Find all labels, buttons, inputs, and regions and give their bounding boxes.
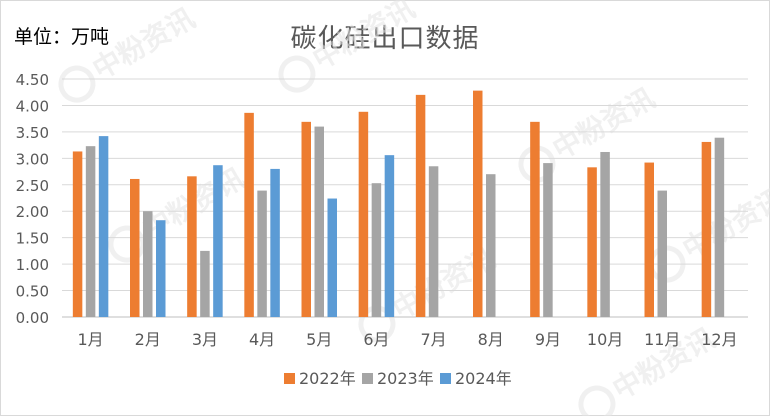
x-tick-label: 7月 [420, 330, 446, 349]
legend-swatch [440, 373, 451, 384]
x-tick-label: 5月 [306, 330, 332, 349]
x-tick-label: 3月 [192, 330, 218, 349]
y-tick-label: 2.50 [16, 177, 49, 195]
bar-2022年-11月 [644, 162, 654, 317]
y-tick-label: 4.50 [16, 71, 49, 89]
bar-2022年-1月 [72, 151, 83, 317]
y-tick-label: 2.00 [16, 203, 49, 221]
bar-2023年-10月 [600, 151, 610, 317]
bar-2023年-6月 [371, 183, 382, 317]
bar-2023年-12月 [714, 137, 725, 317]
bar-2022年-5月 [301, 121, 311, 317]
bar-2022年-3月 [187, 176, 197, 317]
y-tick-label: 4.00 [16, 97, 49, 115]
x-tick-label: 4月 [249, 330, 275, 349]
x-tick-label: 10月 [587, 330, 623, 349]
bar-2022年-7月 [415, 94, 426, 317]
bar-2022年-12月 [701, 141, 712, 317]
x-tick-label: 11月 [644, 330, 680, 349]
y-axis-ticks: 0.00 0.50 1.00 1.50 2.00 2.50 3.00 3.50 4.00 4.50 [16, 71, 49, 327]
bar-2023年-4月 [257, 190, 267, 317]
bar-2022年-4月 [244, 112, 254, 317]
x-tick-label: 12月 [701, 330, 737, 349]
bar-2022年-9月 [530, 121, 540, 317]
y-tick-label: 0.00 [16, 309, 49, 327]
y-tick-label: 1.00 [16, 256, 49, 274]
legend-label: 2023年 [377, 369, 434, 388]
legend-swatch [284, 373, 295, 384]
y-tick-label: 0.50 [16, 283, 49, 301]
y-tick-label: 1.50 [16, 230, 49, 248]
watermark: 中粉资讯 [108, 161, 251, 263]
x-axis-ticks: 1月 2月 3月 4月 5月 6月 7月 8月 9月 10月 11月 12月 [77, 330, 737, 349]
bar-2023年-9月 [543, 163, 553, 317]
bar-2023年-8月 [486, 174, 496, 317]
x-tick-label: 9月 [535, 330, 561, 349]
bar-2023年-3月 [200, 250, 210, 317]
bar-2022年-6月 [358, 111, 369, 318]
legend-label: 2022年 [299, 369, 356, 388]
x-tick-label: 2月 [135, 330, 161, 349]
x-tick-label: 6月 [363, 330, 389, 349]
x-tick-label: 8月 [478, 330, 504, 349]
bar-2024年-3月 [213, 165, 223, 317]
bar-2023年-1月 [85, 146, 96, 317]
watermark-text: 中粉资讯 [87, 1, 201, 86]
bar-2022年-10月 [587, 167, 597, 317]
bar-2024年-6月 [384, 155, 395, 317]
legend: 2022年 2023年 2024年 [284, 369, 512, 388]
bar-2024年-5月 [327, 198, 337, 317]
watermark-text: 中粉资讯 [387, 241, 501, 326]
bar-2023年-2月 [143, 211, 153, 317]
gridlines [62, 78, 748, 318]
bar-2023年-7月 [428, 166, 439, 317]
watermark: 中粉资讯 [278, 0, 421, 93]
y-tick-label: 3.50 [16, 124, 49, 142]
unit-label: 单位：万吨 [14, 26, 110, 48]
watermark-text: 中粉资讯 [307, 0, 421, 76]
bar-2023年-11月 [657, 190, 667, 317]
watermark: 中粉资讯 [58, 1, 201, 103]
chart-title: 碳化硅出口数据 [290, 24, 480, 54]
y-tick-label: 3.00 [16, 150, 49, 168]
bar-2022年-8月 [473, 90, 483, 317]
bar-2024年-2月 [156, 220, 166, 317]
bar-2024年-1月 [98, 136, 109, 317]
bar-2024年-4月 [270, 168, 280, 317]
legend-swatch [362, 373, 373, 384]
legend-label: 2024年 [455, 369, 512, 388]
x-tick-label: 1月 [77, 330, 103, 349]
bar-2023年-5月 [314, 126, 324, 317]
bar-marks [72, 90, 725, 318]
bar-2022年-2月 [130, 178, 140, 317]
